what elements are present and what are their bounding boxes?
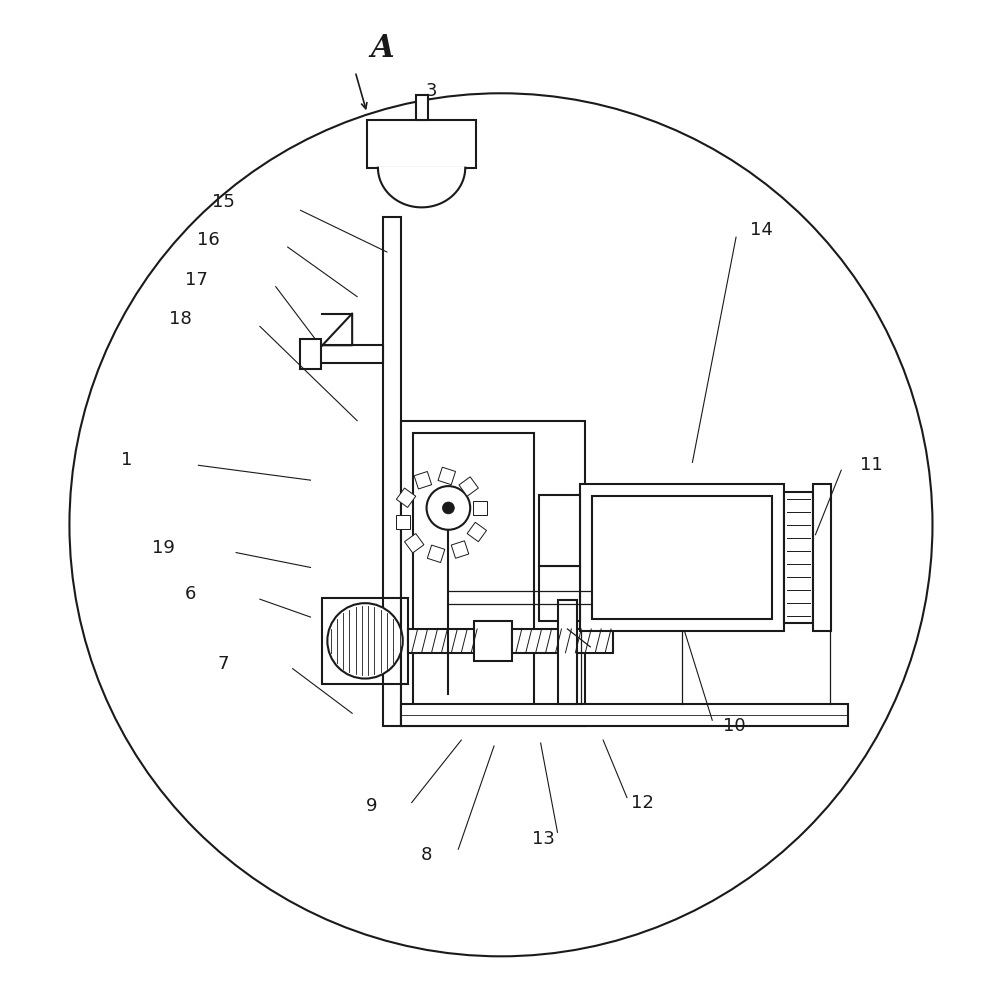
Bar bbox=[473, 501, 487, 515]
Text: 13: 13 bbox=[532, 830, 556, 848]
Text: 9: 9 bbox=[366, 797, 378, 815]
Bar bbox=[577, 495, 595, 586]
Bar bbox=[367, 120, 476, 168]
Bar bbox=[416, 95, 428, 120]
Text: 16: 16 bbox=[197, 231, 219, 249]
Bar bbox=[401, 421, 585, 726]
Polygon shape bbox=[378, 168, 465, 207]
Text: 19: 19 bbox=[152, 539, 176, 557]
Text: 11: 11 bbox=[860, 456, 882, 474]
Text: 12: 12 bbox=[631, 794, 655, 812]
Circle shape bbox=[442, 502, 454, 514]
Bar bbox=[784, 492, 813, 623]
Bar bbox=[580, 495, 716, 510]
Bar bbox=[512, 629, 613, 653]
Bar bbox=[405, 534, 424, 553]
Circle shape bbox=[427, 486, 470, 530]
Bar bbox=[408, 629, 479, 653]
Bar bbox=[401, 704, 848, 726]
Bar bbox=[592, 496, 772, 619]
Bar bbox=[438, 467, 455, 485]
Text: 17: 17 bbox=[185, 271, 208, 289]
Bar bbox=[539, 495, 580, 566]
Bar bbox=[413, 433, 534, 714]
Text: 15: 15 bbox=[211, 193, 235, 211]
Bar bbox=[451, 541, 469, 558]
Bar bbox=[459, 477, 478, 496]
Bar bbox=[558, 600, 577, 704]
Text: 18: 18 bbox=[170, 310, 191, 328]
Bar bbox=[539, 566, 580, 621]
Bar bbox=[300, 339, 321, 369]
Text: 8: 8 bbox=[421, 846, 433, 864]
Text: 6: 6 bbox=[185, 585, 196, 603]
Bar bbox=[474, 621, 512, 661]
Bar bbox=[467, 522, 486, 542]
Text: 14: 14 bbox=[750, 221, 774, 239]
Text: 10: 10 bbox=[723, 717, 745, 735]
Bar bbox=[322, 598, 408, 684]
Bar bbox=[397, 488, 416, 507]
Bar bbox=[396, 515, 410, 529]
Bar bbox=[383, 217, 401, 726]
Bar bbox=[414, 471, 432, 489]
Bar bbox=[813, 484, 831, 631]
Bar bbox=[428, 545, 444, 563]
Text: A: A bbox=[370, 33, 394, 64]
Text: 7: 7 bbox=[217, 655, 229, 673]
Text: 3: 3 bbox=[426, 82, 437, 100]
Bar bbox=[580, 484, 784, 631]
Text: 1: 1 bbox=[121, 451, 133, 469]
Bar bbox=[315, 345, 383, 363]
Circle shape bbox=[327, 603, 403, 679]
